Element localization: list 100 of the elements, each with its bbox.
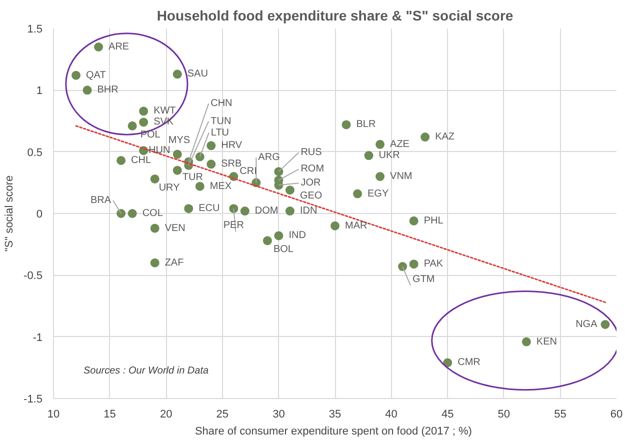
- data-label: SAU: [187, 68, 208, 80]
- data-label: TUN: [210, 116, 232, 127]
- point: [285, 206, 294, 216]
- y-tick-label: -1.5: [24, 394, 43, 406]
- data-label: KAZ: [435, 132, 455, 143]
- point: [285, 186, 294, 195]
- data-label: ROM: [300, 164, 324, 175]
- x-tick-label: 20: [160, 408, 172, 420]
- x-tick-label: 45: [441, 408, 454, 420]
- point: [150, 258, 160, 268]
- data-label: JOR: [300, 178, 321, 189]
- x-axis-title: Share of consumer expenditure spent on food (2017 ; %): [194, 426, 472, 438]
- annotation: Sources : Our World in Data: [84, 366, 209, 376]
- data-label: QAT: [86, 70, 106, 81]
- data-label: CHN: [210, 98, 232, 110]
- point: [172, 150, 182, 159]
- y-tick-label: 1: [36, 85, 43, 98]
- point: [195, 152, 204, 162]
- point: [206, 141, 216, 150]
- data-label: HUN: [148, 145, 170, 156]
- point: [172, 70, 182, 79]
- data-label: HRV: [221, 140, 242, 152]
- point: [600, 320, 610, 329]
- x-tick-label: 30: [272, 408, 285, 420]
- data-label: DOM: [254, 206, 278, 217]
- point: [274, 167, 284, 176]
- point: [116, 209, 126, 218]
- point: [409, 216, 418, 226]
- data-label: UKR: [378, 150, 400, 162]
- data-label: BHR: [97, 84, 118, 96]
- point: [443, 358, 452, 368]
- data-label: KEN: [536, 336, 557, 348]
- point: [522, 337, 531, 346]
- point: [72, 70, 81, 80]
- point: [150, 224, 160, 233]
- data-label: MAR: [345, 220, 368, 232]
- data-label: KWT: [154, 106, 176, 117]
- x-tick-label: 35: [328, 408, 342, 420]
- data-label: PHL: [424, 215, 444, 226]
- point: [195, 182, 204, 191]
- point: [206, 160, 216, 169]
- data-label: NGA: [576, 319, 598, 330]
- point: [229, 204, 238, 214]
- data-label: ECU: [198, 203, 220, 214]
- point: [262, 236, 272, 246]
- data-label: GEO: [300, 190, 322, 202]
- point: [376, 140, 385, 149]
- data-label: RUS: [300, 147, 322, 158]
- x-tick-label: 40: [385, 408, 398, 420]
- y-tick-label: 0: [36, 208, 43, 220]
- point: [94, 42, 104, 52]
- point: [82, 86, 92, 95]
- data-label: LTU: [210, 127, 230, 138]
- y-tick-label: -0.5: [24, 270, 43, 282]
- point: [274, 231, 284, 240]
- y-tick-label: -1: [32, 332, 42, 344]
- data-label: IDN: [300, 206, 318, 217]
- data-label: ZAF: [164, 257, 184, 268]
- x-tick-label: 50: [498, 408, 510, 420]
- data-label: CHL: [131, 154, 152, 166]
- point: [150, 174, 160, 184]
- data-label: ARG: [258, 152, 280, 164]
- data-label: COL: [142, 208, 164, 219]
- data-label: AZE: [390, 138, 410, 150]
- data-label: VEN: [164, 222, 186, 234]
- data-label: VNM: [390, 171, 412, 182]
- data-label: URY: [158, 182, 180, 194]
- data-label: BLR: [356, 119, 376, 130]
- data-label: IND: [288, 230, 306, 242]
- point: [330, 221, 340, 230]
- point: [139, 118, 148, 127]
- point: [364, 151, 374, 160]
- data-label: PAK: [424, 258, 444, 270]
- point: [376, 172, 385, 181]
- point: [409, 260, 418, 269]
- point: [128, 121, 137, 130]
- point: [240, 206, 250, 216]
- data-label: MYS: [168, 134, 190, 146]
- data-label: CRI: [240, 166, 257, 177]
- y-axis-title: "S" social score: [4, 175, 16, 252]
- x-tick-label: 10: [47, 408, 60, 420]
- point: [184, 204, 194, 214]
- point: [353, 189, 362, 198]
- x-tick-label: 25: [216, 408, 229, 420]
- point: [172, 166, 182, 175]
- y-tick-label: 0.5: [27, 146, 43, 159]
- data-label: EGY: [368, 188, 389, 200]
- data-label: GTM: [412, 274, 435, 286]
- point: [116, 156, 126, 165]
- data-label: BRA: [90, 195, 112, 206]
- data-label: BOL: [273, 244, 294, 256]
- data-label: CMR: [458, 357, 480, 368]
- data-label: ARE: [108, 42, 130, 52]
- point: [139, 106, 148, 116]
- x-tick-label: 55: [554, 408, 566, 420]
- data-label: POL: [140, 129, 161, 140]
- x-tick-label: 15: [104, 408, 116, 420]
- y-tick-label: 1.5: [27, 24, 43, 36]
- point: [128, 209, 137, 218]
- chart-title: Household food expenditure share & "S" social score: [156, 8, 514, 24]
